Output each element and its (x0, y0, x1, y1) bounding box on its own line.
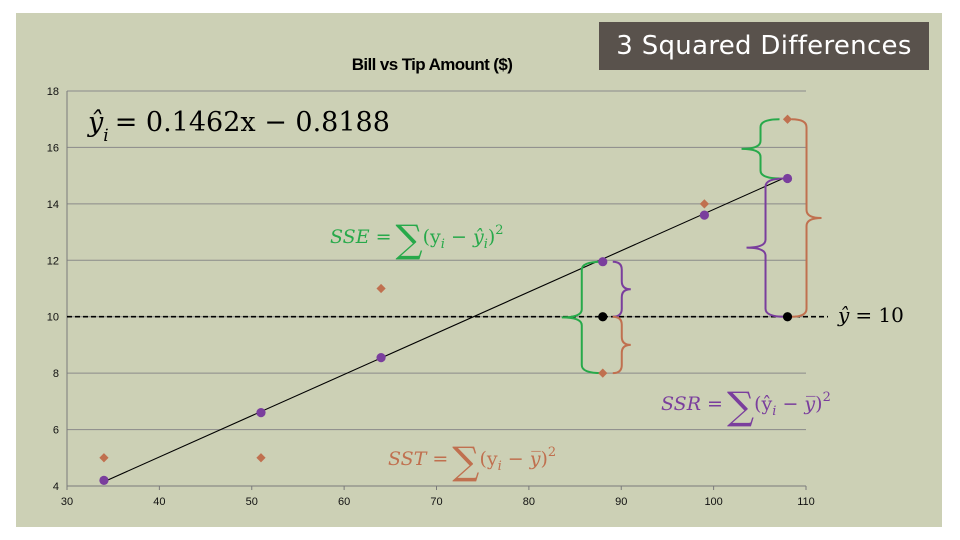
mean-label: ŷ = 10 (837, 303, 904, 327)
brace-sst-88 (612, 315, 631, 375)
x-tick-label-30: 30 (61, 496, 73, 508)
sst-power: 2 (548, 445, 556, 460)
ssr-power: 2 (823, 390, 831, 405)
ssr-mid: − y̅ (776, 393, 815, 415)
sse-power: 2 (495, 223, 503, 238)
fitted-point-88 (598, 257, 608, 267)
regression-equation: ŷi = 0.1462x − 0.8188 (87, 107, 390, 146)
sse-eq: = (376, 226, 392, 248)
fitted-point-108 (782, 173, 793, 184)
brace-sst-108 (791, 118, 822, 318)
sse-close: ) (488, 226, 495, 248)
x-tick-label-100: 100 (704, 496, 722, 508)
sst-mid: − y̅ (502, 448, 541, 470)
x-tick-label-40: 40 (153, 496, 165, 508)
eq-sub: i (103, 126, 108, 146)
ssr-formula: SSR = ∑(ŷi − y̅)2 (661, 384, 831, 428)
y-tick-label-4: 4 (53, 481, 59, 493)
sst-name: SST (388, 448, 428, 470)
mean-rhs: = 10 (855, 303, 904, 327)
sst-open: (y (479, 448, 497, 470)
sse-formula: SSE = ∑(yi − ŷi)2 (330, 217, 504, 261)
fit-lines (67, 175, 828, 483)
fitted-point-34 (99, 475, 109, 485)
x-tick-label-90: 90 (615, 496, 627, 508)
sse-mid: − ŷ (445, 226, 484, 248)
sse-sum: ∑ (396, 217, 423, 261)
difference-braces (561, 118, 822, 375)
y-tick-label-6: 6 (53, 425, 59, 437)
fitted-point-64 (376, 353, 386, 363)
ssr-name: SSR (661, 393, 701, 415)
x-tick-label-70: 70 (430, 496, 442, 508)
fitted-point-51 (256, 408, 266, 418)
x-tick-label-50: 50 (246, 496, 258, 508)
actual-point-108 (782, 114, 793, 124)
y-tick-label-14: 14 (47, 199, 59, 211)
ssr-close: ) (815, 393, 822, 415)
y-tick-label-12: 12 (47, 255, 59, 267)
mean-point-108 (782, 312, 793, 322)
slide-background (16, 13, 942, 527)
sse-sub: i (441, 237, 445, 252)
sst-close: ) (541, 448, 548, 470)
brace-ssr-88 (612, 260, 631, 318)
actual-point-99 (699, 199, 709, 209)
eq-lhs: ŷ (87, 107, 104, 138)
ssr-eq: = (707, 393, 723, 415)
brace-sse-108 (741, 118, 780, 180)
sse-name: SSE (330, 226, 370, 248)
x-tick-label-80: 80 (523, 496, 535, 508)
axes: 4 6 8 10 12 14 16 18 30 40 50 60 70 80 90 100 110 (47, 86, 815, 508)
gridlines (67, 90, 806, 431)
actual-point-88 (598, 368, 608, 378)
actual-point-51 (256, 453, 266, 463)
brace-sse-88 (561, 260, 602, 375)
chart-title: Bill vs Tip Amount ($) (352, 55, 513, 74)
actual-point-34 (99, 453, 109, 463)
y-tick-label-10: 10 (47, 312, 59, 324)
eq-rhs: = 0.1462x − 0.8188 (115, 107, 390, 138)
y-tick-label-8: 8 (53, 368, 59, 380)
fitted-point-99 (699, 210, 709, 220)
sst-sub: i (498, 459, 502, 474)
sst-eq: = (432, 448, 448, 470)
brace-ssr-108 (746, 177, 785, 318)
x-tick-label-60: 60 (338, 496, 350, 508)
sst-sum: ∑ (452, 439, 479, 483)
y-tick-label-18: 18 (47, 86, 59, 98)
mean-point-88 (598, 312, 608, 322)
mean-lhs: ŷ (837, 303, 850, 327)
ssr-sub: i (772, 404, 776, 419)
chart-text: Bill vs Tip Amount ($) ŷi = 0.1462x − 0.8… (87, 55, 904, 483)
slide-title-badge: 3 Squared Differences (599, 22, 929, 70)
sse-open: (y (423, 226, 441, 248)
sst-formula: SST = ∑(yi − y̅)2 (388, 439, 556, 483)
ssr-open: (ŷ (754, 393, 772, 415)
sse-sub2: i (484, 237, 488, 252)
data-points (99, 114, 793, 485)
x-tick-label-110: 110 (797, 496, 815, 508)
y-tick-label-16: 16 (47, 142, 59, 154)
ssr-sum: ∑ (727, 384, 754, 428)
actual-point-64 (376, 283, 386, 294)
regression-line (103, 175, 788, 483)
